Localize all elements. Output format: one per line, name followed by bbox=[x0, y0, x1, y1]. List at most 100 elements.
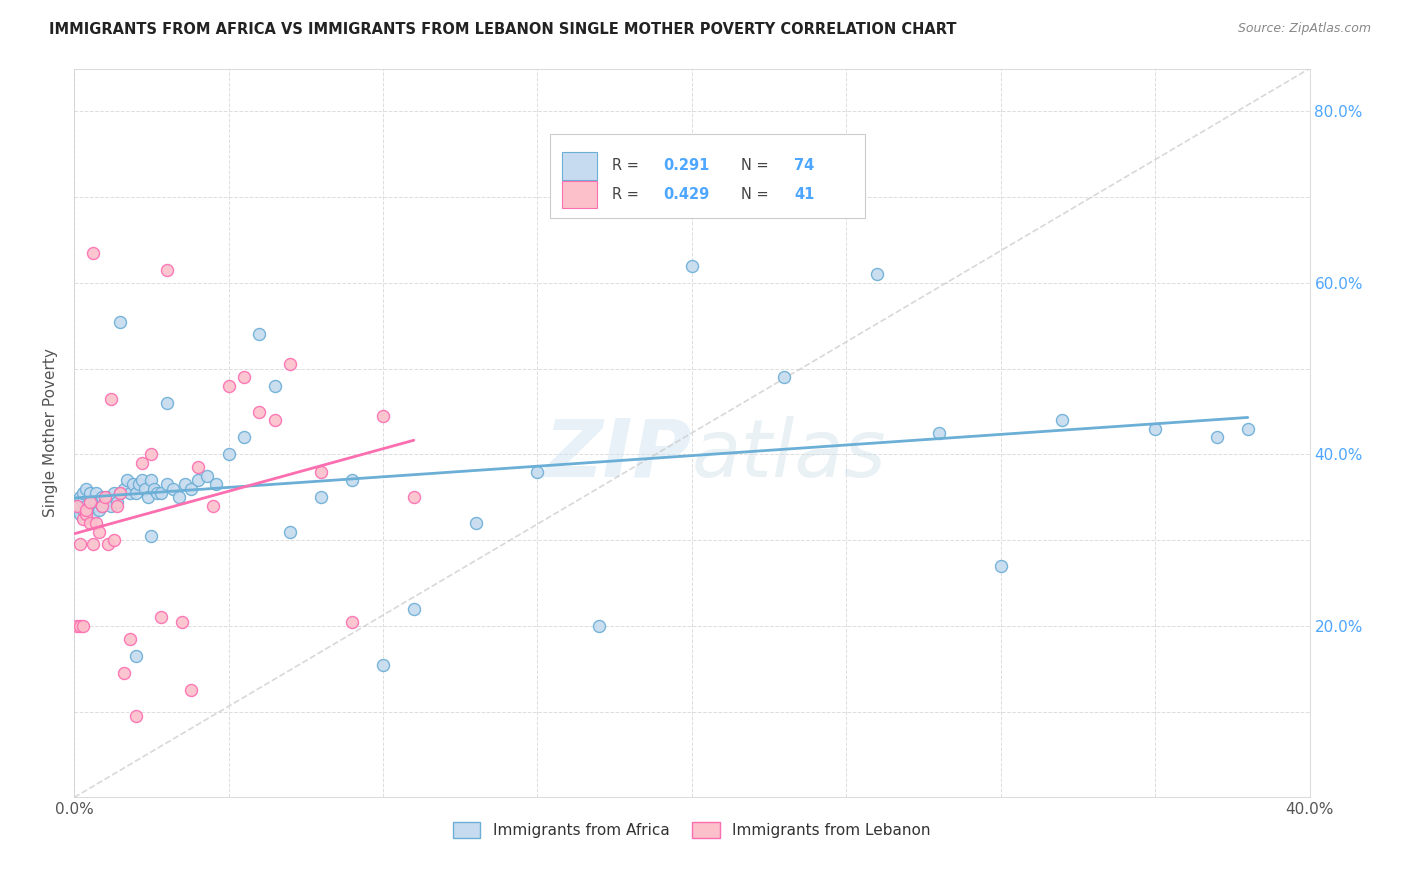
Point bbox=[66, 503, 89, 517]
Point bbox=[72, 512, 94, 526]
Point bbox=[156, 263, 179, 277]
Point bbox=[90, 499, 112, 513]
Point bbox=[156, 477, 179, 491]
Point bbox=[681, 259, 703, 273]
Point bbox=[79, 516, 101, 530]
Point bbox=[146, 486, 169, 500]
Point bbox=[66, 619, 89, 633]
Point bbox=[340, 473, 363, 487]
Point bbox=[278, 524, 301, 539]
Point bbox=[340, 615, 363, 629]
Point bbox=[1052, 413, 1074, 427]
Point bbox=[464, 516, 486, 530]
Point bbox=[371, 409, 394, 423]
Point bbox=[136, 491, 159, 505]
Text: Source: ZipAtlas.com: Source: ZipAtlas.com bbox=[1237, 22, 1371, 36]
Point bbox=[172, 615, 194, 629]
Point bbox=[103, 533, 125, 548]
Point bbox=[69, 537, 91, 551]
Point bbox=[75, 508, 97, 522]
Point bbox=[82, 508, 104, 522]
Point bbox=[928, 425, 950, 440]
Point bbox=[112, 482, 135, 496]
Point bbox=[100, 392, 122, 406]
Point bbox=[233, 370, 256, 384]
Point bbox=[162, 482, 184, 496]
Text: R =: R = bbox=[612, 159, 643, 173]
Point bbox=[82, 499, 104, 513]
Point bbox=[125, 486, 148, 500]
Point bbox=[79, 503, 101, 517]
Text: 0.291: 0.291 bbox=[664, 159, 710, 173]
Bar bbox=[562, 180, 596, 209]
Point bbox=[141, 529, 163, 543]
Point bbox=[125, 648, 148, 663]
Point bbox=[167, 491, 190, 505]
Point bbox=[180, 683, 202, 698]
Point bbox=[131, 473, 153, 487]
Point bbox=[84, 486, 107, 500]
Point bbox=[174, 477, 197, 491]
Text: ZIP: ZIP bbox=[544, 416, 692, 494]
Point bbox=[90, 499, 112, 513]
Point bbox=[866, 268, 889, 282]
Point bbox=[121, 477, 143, 491]
Point bbox=[69, 499, 91, 513]
Point bbox=[115, 473, 138, 487]
Point bbox=[526, 465, 548, 479]
Point bbox=[141, 447, 163, 461]
Point bbox=[87, 524, 110, 539]
Point bbox=[128, 477, 150, 491]
Point bbox=[218, 447, 240, 461]
Point bbox=[156, 396, 179, 410]
Point bbox=[233, 430, 256, 444]
Text: 41: 41 bbox=[794, 187, 814, 202]
Point bbox=[125, 709, 148, 723]
Point bbox=[247, 327, 270, 342]
Point bbox=[105, 499, 128, 513]
Point bbox=[773, 370, 796, 384]
Point bbox=[205, 477, 228, 491]
Point bbox=[94, 491, 117, 505]
Point bbox=[131, 456, 153, 470]
Text: IMMIGRANTS FROM AFRICA VS IMMIGRANTS FROM LEBANON SINGLE MOTHER POVERTY CORRELAT: IMMIGRANTS FROM AFRICA VS IMMIGRANTS FRO… bbox=[49, 22, 956, 37]
Point bbox=[149, 610, 172, 624]
Point bbox=[180, 482, 202, 496]
Point bbox=[87, 494, 110, 508]
Point bbox=[110, 314, 132, 328]
Text: N =: N = bbox=[741, 187, 773, 202]
Point bbox=[278, 357, 301, 371]
Point bbox=[118, 486, 141, 500]
Point bbox=[66, 499, 89, 513]
Text: 74: 74 bbox=[794, 159, 814, 173]
Point bbox=[82, 246, 104, 260]
Point bbox=[218, 379, 240, 393]
Point bbox=[110, 486, 132, 500]
Point bbox=[105, 494, 128, 508]
Y-axis label: Single Mother Poverty: Single Mother Poverty bbox=[44, 349, 58, 517]
Point bbox=[195, 468, 218, 483]
Point bbox=[72, 494, 94, 508]
Point bbox=[75, 499, 97, 513]
Bar bbox=[562, 153, 596, 180]
Point bbox=[84, 494, 107, 508]
Point bbox=[69, 491, 91, 505]
Point bbox=[75, 508, 97, 522]
FancyBboxPatch shape bbox=[550, 134, 865, 218]
Point bbox=[371, 657, 394, 672]
Point bbox=[75, 503, 97, 517]
Point bbox=[247, 404, 270, 418]
Point bbox=[103, 486, 125, 500]
Point bbox=[141, 473, 163, 487]
Text: atlas: atlas bbox=[692, 416, 887, 494]
Point bbox=[112, 666, 135, 681]
Point bbox=[118, 632, 141, 646]
Point bbox=[79, 486, 101, 500]
Point bbox=[588, 619, 610, 633]
Point bbox=[149, 486, 172, 500]
Point bbox=[1144, 422, 1167, 436]
Point bbox=[263, 379, 285, 393]
Point bbox=[309, 491, 332, 505]
Point bbox=[402, 601, 425, 615]
Point bbox=[202, 499, 225, 513]
